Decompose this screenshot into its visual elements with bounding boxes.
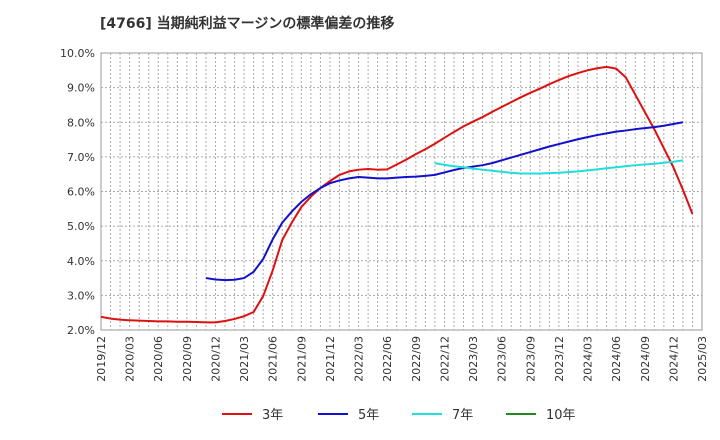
y-tick-label: 3.0% (67, 289, 95, 302)
x-tick-label: 2021/09 (295, 336, 308, 382)
x-tick-label: 2021/06 (267, 336, 280, 382)
x-tick-label: 2022/09 (410, 336, 423, 382)
x-tick-label: 2023/09 (524, 336, 537, 382)
series-line-3年 (100, 65, 694, 324)
x-tick-label: 2024/09 (639, 336, 652, 382)
y-tick-label: 6.0% (67, 186, 95, 199)
series-layer (100, 65, 694, 324)
x-tick-label: 2024/03 (582, 336, 595, 382)
x-tick-label: 2022/03 (353, 336, 366, 382)
x-tick-label: 2020/12 (209, 336, 222, 382)
y-axis: 10.0% 9.0% 8.0% 7.0% 6.0% 5.0% 4.0% 3.0% 2.0% (60, 47, 95, 337)
x-tick-label: 2020/03 (124, 336, 137, 382)
x-tick-label: 2023/03 (467, 336, 480, 382)
y-tick-label: 8.0% (67, 116, 95, 129)
y-tick-label: 4.0% (67, 255, 95, 268)
y-tick-label: 9.0% (67, 82, 95, 95)
grid (100, 52, 703, 331)
x-tick-label: 2024/06 (610, 336, 623, 382)
x-tick-label: 2023/12 (553, 336, 566, 382)
x-tick-label: 2024/12 (667, 336, 680, 382)
x-axis: 2019/12 2020/03 2020/06 2020/09 2020/12 2021/… (95, 336, 709, 382)
x-tick-label: 2022/06 (381, 336, 394, 382)
x-tick-label: 2021/03 (238, 336, 251, 382)
x-tick-label: 2021/12 (324, 336, 337, 382)
series-line-5年 (205, 121, 684, 282)
legend-label: 7年 (452, 408, 473, 423)
legend-label: 10年 (546, 408, 576, 423)
legend: 3年 5年 7年 10年 (222, 408, 576, 423)
y-tick-label: 5.0% (67, 220, 95, 233)
legend-label: 3年 (262, 408, 283, 423)
chart-title: [4766] 当期純利益マージンの標準偏差の推移 (100, 15, 394, 32)
legend-label: 5年 (358, 408, 379, 423)
x-tick-label: 2022/12 (438, 336, 451, 382)
x-tick-label: 2025/03 (696, 336, 709, 382)
y-tick-label: 10.0% (60, 47, 95, 60)
y-tick-label: 7.0% (67, 151, 95, 164)
series-line-7年 (434, 159, 684, 175)
x-tick-label: 2023/06 (496, 336, 509, 382)
plot-frame (100, 52, 703, 331)
y-tick-label: 2.0% (67, 324, 95, 337)
x-tick-label: 2020/09 (181, 336, 194, 382)
x-tick-label: 2019/12 (95, 336, 108, 382)
x-tick-label: 2020/06 (152, 336, 165, 382)
